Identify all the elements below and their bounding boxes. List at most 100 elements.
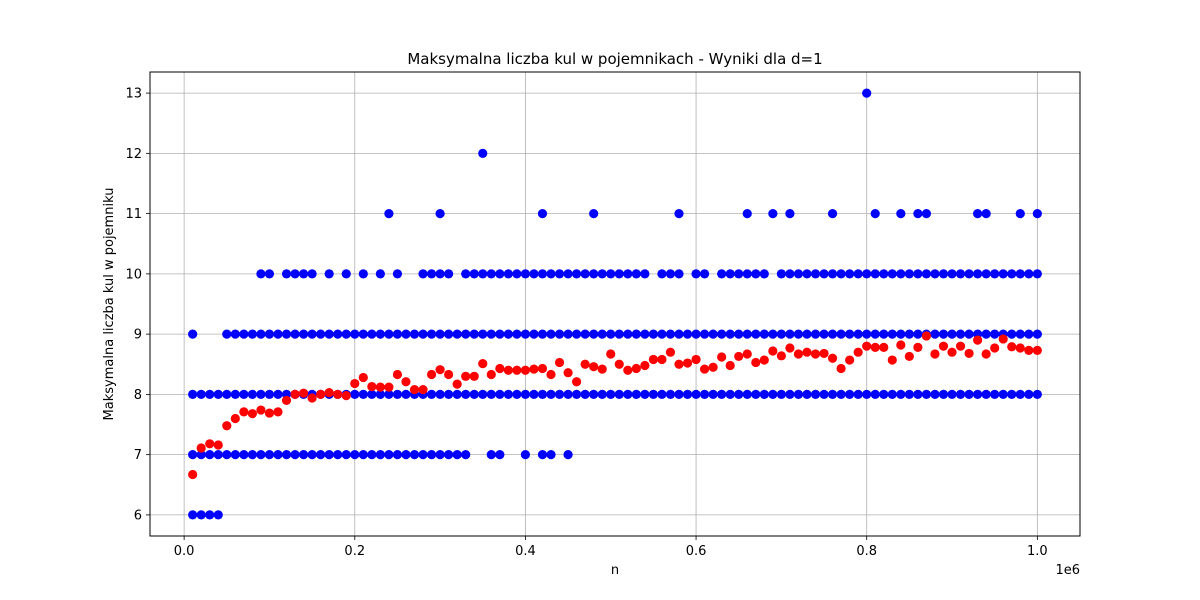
data-point bbox=[793, 349, 804, 359]
data-point bbox=[665, 329, 676, 339]
data-point bbox=[554, 389, 565, 399]
data-point bbox=[802, 269, 812, 279]
data-point bbox=[444, 450, 454, 460]
data-point bbox=[341, 329, 351, 339]
x-axis-label: n bbox=[611, 563, 619, 578]
data-point bbox=[904, 351, 914, 362]
data-point bbox=[247, 409, 257, 419]
data-point bbox=[444, 269, 454, 279]
data-point bbox=[955, 341, 966, 351]
data-point bbox=[742, 269, 752, 279]
data-point bbox=[188, 329, 198, 339]
data-point bbox=[273, 389, 283, 399]
data-point bbox=[196, 450, 206, 460]
data-point bbox=[375, 389, 385, 399]
data-point bbox=[572, 269, 582, 279]
data-point bbox=[341, 390, 351, 401]
data-point bbox=[478, 389, 488, 399]
data-point bbox=[495, 389, 505, 399]
chart-title: Maksymalna liczba kul w pojemnikach - Wy… bbox=[407, 50, 822, 68]
y-tick-label: 7 bbox=[134, 448, 142, 463]
data-point bbox=[640, 269, 650, 279]
data-point bbox=[887, 329, 897, 339]
data-point bbox=[836, 329, 846, 339]
data-point bbox=[188, 510, 198, 520]
data-point bbox=[486, 389, 496, 399]
data-point bbox=[580, 359, 590, 369]
data-point bbox=[964, 269, 974, 279]
data-point bbox=[606, 349, 616, 359]
data-point bbox=[606, 389, 616, 399]
data-point bbox=[512, 365, 522, 375]
data-point bbox=[870, 269, 880, 279]
data-point bbox=[836, 363, 846, 374]
data-point bbox=[367, 381, 377, 392]
data-point bbox=[990, 269, 1000, 279]
y-tick-label: 11 bbox=[125, 207, 142, 222]
data-point bbox=[333, 329, 343, 339]
data-point bbox=[751, 329, 761, 339]
data-point bbox=[589, 362, 599, 372]
data-point bbox=[1024, 345, 1034, 355]
x-tick-label: 0.6 bbox=[686, 544, 707, 559]
data-point bbox=[734, 389, 744, 399]
data-point bbox=[350, 329, 360, 339]
data-point bbox=[375, 450, 385, 460]
data-point bbox=[503, 365, 513, 375]
data-point bbox=[930, 349, 940, 359]
data-point bbox=[631, 329, 641, 339]
data-point bbox=[691, 269, 701, 279]
data-point bbox=[580, 329, 590, 339]
data-point bbox=[973, 209, 983, 219]
data-point bbox=[469, 371, 479, 381]
data-point bbox=[486, 450, 496, 460]
data-point bbox=[350, 378, 360, 389]
data-point bbox=[401, 389, 411, 399]
data-point bbox=[435, 450, 445, 460]
data-point bbox=[913, 329, 923, 339]
data-point bbox=[392, 369, 403, 380]
data-point bbox=[401, 329, 411, 339]
data-point bbox=[879, 329, 889, 339]
data-point bbox=[640, 360, 650, 371]
data-point bbox=[682, 358, 693, 368]
axes-frame bbox=[149, 71, 1081, 537]
data-point bbox=[717, 329, 727, 339]
data-point bbox=[623, 389, 633, 399]
data-point bbox=[298, 450, 309, 460]
data-point bbox=[717, 352, 727, 362]
data-point bbox=[802, 329, 812, 339]
data-point bbox=[589, 389, 599, 399]
data-point bbox=[955, 329, 966, 339]
data-point bbox=[793, 269, 804, 279]
data-point bbox=[597, 329, 607, 339]
data-point bbox=[614, 359, 624, 369]
data-point bbox=[1007, 342, 1017, 352]
data-point bbox=[589, 269, 599, 279]
data-point bbox=[512, 329, 522, 339]
data-point bbox=[298, 388, 309, 398]
data-point bbox=[657, 389, 667, 399]
data-point bbox=[205, 450, 215, 460]
data-point bbox=[384, 209, 394, 219]
data-point bbox=[316, 389, 326, 399]
data-point bbox=[998, 269, 1008, 279]
data-point bbox=[418, 329, 428, 339]
data-point bbox=[742, 209, 752, 219]
data-point bbox=[256, 450, 266, 460]
data-point bbox=[580, 269, 590, 279]
data-point bbox=[478, 329, 488, 339]
data-point bbox=[273, 407, 283, 417]
data-point bbox=[1015, 343, 1025, 353]
x-tick-label: 0.0 bbox=[174, 544, 195, 559]
data-point bbox=[810, 329, 821, 339]
data-point bbox=[461, 450, 471, 460]
data-point bbox=[392, 329, 403, 339]
data-point bbox=[341, 450, 351, 460]
data-point bbox=[887, 355, 897, 365]
data-point bbox=[384, 382, 394, 392]
data-point bbox=[307, 329, 317, 339]
data-point bbox=[606, 329, 616, 339]
data-point bbox=[930, 329, 940, 339]
data-point bbox=[734, 269, 744, 279]
